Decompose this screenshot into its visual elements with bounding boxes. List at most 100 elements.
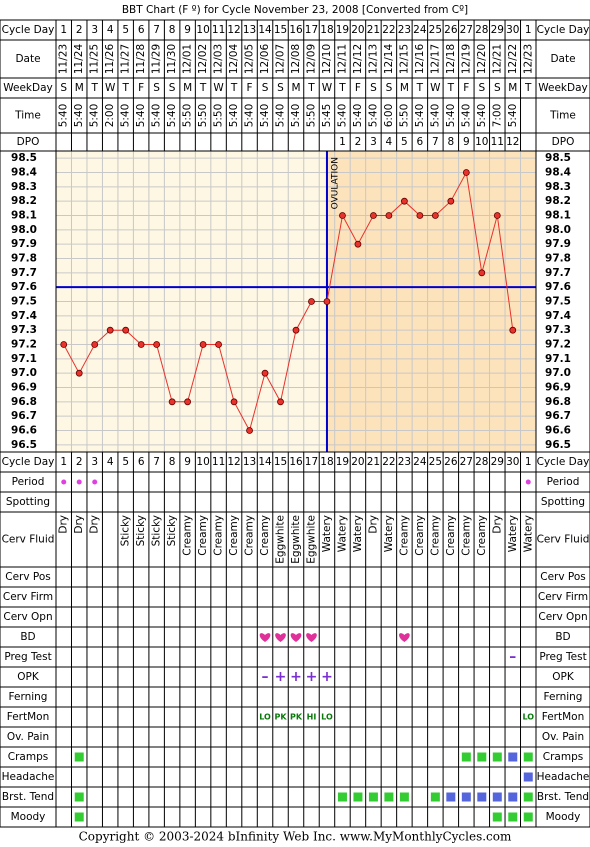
- cell-text: Creamy: [414, 515, 426, 556]
- cell-text: M: [183, 82, 192, 94]
- y-tick-label: 97.7: [11, 267, 37, 279]
- row-label-right: Period: [547, 476, 580, 488]
- cell-text: 4: [107, 24, 114, 36]
- cell-text: LO: [259, 713, 271, 722]
- temp-point: [75, 369, 83, 377]
- y-tick-label-right: 96.8: [545, 396, 571, 408]
- symptom-square: [384, 792, 394, 802]
- cell-text: 11/27: [120, 44, 132, 74]
- cell-text: 12/14: [383, 44, 395, 75]
- cell-text: T: [338, 82, 346, 94]
- cell-text: 13: [243, 456, 256, 468]
- cell-text: 25: [429, 24, 442, 36]
- y-tick-label-right: 98.1: [545, 210, 571, 222]
- y-tick-label-right: 97.4: [545, 310, 571, 322]
- cell-text: HI: [307, 713, 317, 722]
- cell-text: 6:00: [383, 104, 395, 128]
- temp-point: [339, 212, 346, 219]
- cell-text: 15: [274, 24, 287, 36]
- cell-text: 6: [417, 136, 424, 148]
- cell-text: Creamy: [445, 515, 457, 556]
- cell-text: 14: [258, 24, 272, 36]
- y-tick-label: 97.8: [11, 253, 37, 265]
- cell-text: 7: [432, 136, 439, 148]
- row-label: Cerv Fluid: [2, 534, 55, 546]
- cell-text: 5:50: [197, 104, 209, 128]
- cell-text: 2: [355, 136, 362, 148]
- cell-text: 12/18: [445, 44, 457, 74]
- chart-title: BBT Chart (F º) for Cycle November 23, 2…: [122, 4, 468, 16]
- row-label-right: Date: [550, 53, 575, 65]
- cell-text: 11: [491, 136, 504, 148]
- cell-text: 7: [153, 24, 160, 36]
- cell-text: 11: [212, 456, 225, 468]
- y-tick-label-right: 97.9: [545, 238, 571, 250]
- symptom-square: [461, 752, 471, 762]
- symptom-square: [337, 792, 347, 802]
- heart-icon: [306, 633, 317, 642]
- cell-text: 12/11: [336, 44, 348, 74]
- cell-text: Creamy: [228, 515, 240, 556]
- y-tick-label-right: 97.8: [545, 253, 571, 265]
- cell-text: 5:40: [151, 104, 163, 128]
- cell-text: 12/02: [197, 44, 209, 74]
- cell-text: Creamy: [429, 515, 441, 556]
- cell-text: W: [213, 82, 224, 94]
- cell-text: 12/20: [476, 44, 488, 74]
- cell-text: M: [75, 82, 84, 94]
- temp-point: [416, 212, 424, 219]
- row-label-right: Cycle Day: [537, 24, 590, 36]
- temp-point: [230, 398, 238, 406]
- y-tick-label-right: 96.6: [545, 425, 571, 437]
- cell-text: PK: [290, 713, 303, 722]
- temp-point: [122, 326, 130, 334]
- row-label: Cerv Pos: [5, 571, 51, 583]
- cell-text: 4: [107, 456, 114, 468]
- heart-icon: [399, 633, 410, 642]
- row-label-right: WeekDay: [538, 82, 588, 94]
- row-label-right: Ov. Pain: [542, 731, 584, 743]
- row-label: DPO: [17, 136, 40, 148]
- cell-text: Sticky: [151, 515, 163, 546]
- y-tick-label: 98.4: [11, 167, 37, 179]
- y-tick-label: 96.7: [11, 410, 37, 422]
- cell-text: 2: [76, 456, 83, 468]
- row-label-right: Moody: [546, 811, 581, 823]
- cell-text: 26: [444, 456, 458, 468]
- cell-text: 4: [386, 136, 393, 148]
- cell-text: 14: [258, 456, 272, 468]
- cell-text: 12/21: [491, 44, 503, 74]
- cell-text: F: [247, 82, 253, 94]
- symptom-square: [74, 752, 84, 762]
- cell-text: 12/16: [414, 44, 426, 75]
- cell-text: 12: [227, 456, 240, 468]
- symptom-square: [523, 812, 533, 822]
- temp-point: [370, 212, 377, 219]
- cell-text: F: [355, 82, 361, 94]
- cell-text: Dry: [89, 515, 101, 534]
- cell-text: Creamy: [398, 515, 410, 556]
- cell-text: S: [478, 82, 485, 94]
- cell-text: 11/29: [151, 44, 163, 74]
- cell-text: 12/15: [398, 44, 410, 74]
- cell-text: S: [262, 82, 269, 94]
- cell-text: 26: [444, 24, 458, 36]
- row-label: Ov. Pain: [7, 731, 49, 743]
- row-label-right: DPO: [552, 136, 575, 148]
- cell-text: Dry: [58, 515, 70, 534]
- symptom-square: [523, 752, 533, 762]
- cell-text: 30: [506, 24, 519, 36]
- y-tick-label: 97.1: [11, 353, 37, 365]
- symptom-square: [508, 812, 518, 822]
- row-label: Spotting: [6, 496, 50, 508]
- symptom-square: [492, 752, 502, 762]
- cell-text: 5:40: [414, 104, 426, 128]
- cell-text: 5:40: [445, 104, 457, 128]
- y-tick-label-right: 97.7: [545, 267, 571, 279]
- cell-text: 1: [60, 456, 67, 468]
- y-tick-label-right: 97.2: [545, 339, 571, 351]
- cell-text: Creamy: [460, 515, 472, 556]
- row-label-right: Ferning: [544, 691, 583, 703]
- y-tick-label: 97.9: [11, 238, 37, 250]
- cell-text: 22: [382, 24, 395, 36]
